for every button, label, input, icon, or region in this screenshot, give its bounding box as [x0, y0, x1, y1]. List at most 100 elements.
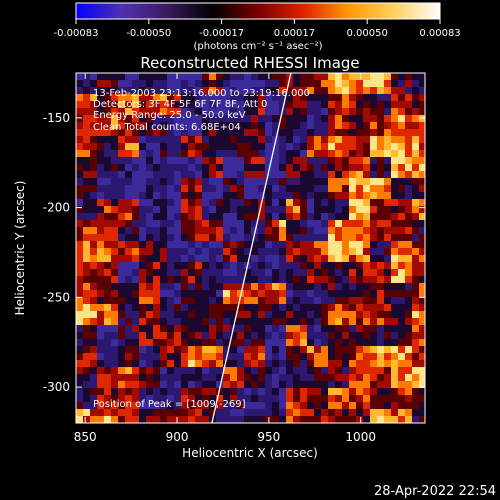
heatmap-cell: [202, 241, 209, 248]
heatmap-cell: [146, 150, 153, 157]
heatmap-cell: [146, 276, 153, 283]
heatmap-cell: [160, 276, 167, 283]
heatmap-cell: [216, 185, 223, 192]
heatmap-cell: [377, 136, 384, 143]
heatmap-cell: [419, 73, 425, 80]
heatmap-cell: [265, 297, 272, 304]
heatmap-cell: [384, 248, 391, 255]
heatmap-cell: [202, 206, 209, 213]
heatmap-cell: [125, 171, 132, 178]
heatmap-cell: [237, 101, 244, 108]
heatmap-cell: [223, 346, 230, 353]
heatmap-cell: [104, 290, 111, 297]
heatmap-cell: [90, 108, 97, 115]
heatmap-cell: [377, 185, 384, 192]
heatmap-cell: [237, 388, 244, 395]
heatmap-cell: [146, 304, 153, 311]
heatmap-cell: [370, 269, 377, 276]
heatmap-cell: [356, 227, 363, 234]
heatmap-cell: [223, 206, 230, 213]
heatmap-cell: [307, 199, 314, 206]
heatmap-cell: [370, 353, 377, 360]
heatmap-cell: [223, 178, 230, 185]
heatmap-cell: [139, 290, 146, 297]
heatmap-cell: [363, 248, 370, 255]
heatmap-cell: [265, 87, 272, 94]
heatmap-cell: [195, 87, 202, 94]
heatmap-cell: [244, 234, 251, 241]
heatmap-cell: [342, 290, 349, 297]
heatmap-cell: [202, 255, 209, 262]
heatmap-cell: [118, 283, 125, 290]
heatmap-cell: [97, 136, 104, 143]
heatmap-cell: [132, 213, 139, 220]
heatmap-cell: [118, 171, 125, 178]
heatmap-cell: [363, 367, 370, 374]
heatmap-cell: [237, 185, 244, 192]
heatmap-cell: [167, 115, 174, 122]
heatmap-cell: [160, 409, 167, 416]
heatmap-cell: [293, 283, 300, 290]
heatmap-cell: [335, 360, 342, 367]
heatmap-cell: [195, 276, 202, 283]
heatmap-cell: [286, 143, 293, 150]
heatmap-cell: [307, 227, 314, 234]
heatmap-cell: [405, 206, 412, 213]
heatmap-cell: [293, 164, 300, 171]
heatmap-cell: [97, 185, 104, 192]
heatmap-cell: [237, 108, 244, 115]
heatmap-cell: [188, 87, 195, 94]
heatmap-cell: [398, 255, 405, 262]
heatmap-cell: [293, 192, 300, 199]
heatmap-cell: [307, 353, 314, 360]
heatmap-cell: [335, 213, 342, 220]
heatmap-cell: [258, 311, 265, 318]
heatmap-cell: [342, 297, 349, 304]
heatmap-cell: [412, 402, 419, 409]
heatmap-cell: [279, 381, 286, 388]
heatmap-cell: [356, 374, 363, 381]
heatmap-cell: [349, 241, 356, 248]
heatmap-cell: [286, 150, 293, 157]
heatmap-cell: [160, 346, 167, 353]
heatmap-cell: [160, 353, 167, 360]
heatmap-cell: [111, 311, 118, 318]
heatmap-cell: [202, 157, 209, 164]
heatmap-cell: [195, 353, 202, 360]
heatmap-cell: [377, 290, 384, 297]
heatmap-cell: [237, 122, 244, 129]
heatmap-cell: [335, 290, 342, 297]
heatmap-cell: [384, 185, 391, 192]
heatmap-cell: [174, 101, 181, 108]
heatmap-cell: [195, 129, 202, 136]
heatmap-cell: [125, 311, 132, 318]
heatmap-cell: [349, 206, 356, 213]
heatmap-cell: [286, 101, 293, 108]
heatmap-cell: [139, 171, 146, 178]
heatmap-cell: [118, 304, 125, 311]
heatmap-cell: [258, 339, 265, 346]
heatmap-cell: [419, 241, 425, 248]
heatmap-cell: [174, 311, 181, 318]
heatmap-cell: [293, 101, 300, 108]
heatmap-cell: [356, 297, 363, 304]
heatmap-cell: [76, 339, 83, 346]
colorbar-tick-label: -0.00083: [54, 28, 99, 39]
heatmap-cell: [328, 213, 335, 220]
heatmap-cell: [300, 388, 307, 395]
heatmap-cell: [76, 290, 83, 297]
heatmap-cell: [209, 381, 216, 388]
heatmap-cell: [307, 360, 314, 367]
heatmap-cell: [97, 171, 104, 178]
heatmap-cell: [363, 234, 370, 241]
heatmap-cell: [90, 339, 97, 346]
heatmap-cell: [90, 129, 97, 136]
heatmap-cell: [195, 416, 202, 423]
heatmap-cell: [377, 346, 384, 353]
heatmap-cell: [356, 262, 363, 269]
heatmap-cell: [181, 115, 188, 122]
heatmap-cell: [132, 73, 139, 80]
heatmap-cell: [300, 157, 307, 164]
heatmap-cell: [118, 269, 125, 276]
heatmap-cell: [174, 276, 181, 283]
